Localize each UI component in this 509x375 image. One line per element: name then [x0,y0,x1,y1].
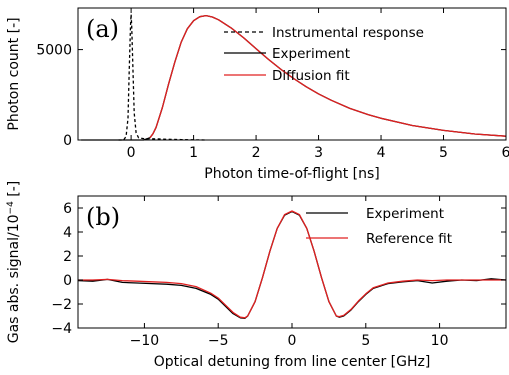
x-tick-label-a: 0 [127,145,136,161]
series-line-diffusion-fit-a [149,14,507,139]
x-tick-label-b: 5 [361,333,370,349]
x-tick-label-a: 3 [314,145,323,161]
y-tick-label-b: 4 [63,225,72,241]
series-line-experiment-b [77,210,507,320]
x-tick-label-a: 4 [377,145,386,161]
panel-a-tag: (a) [86,15,119,43]
x-tick-label-b: 0 [288,333,297,349]
panel-b-legend: Experiment Reference fit [306,206,452,247]
panel-a: 0 1 2 3 4 5 6 0 5000 (a) Photon time-of-flight [… [6,7,509,182]
panel-b-ticks: −10 −5 0 5 10 −4 −2 0 2 4 6 [51,196,506,349]
panel-b-tag: (b) [86,203,120,231]
panel-b-x-axis-label: Optical detuning from line center [GHz] [154,354,431,370]
panel-b: −10 −5 0 5 10 −4 −2 0 2 4 6 (b) Optical detuning f… [6,181,507,370]
x-tick-label-a: 1 [189,145,198,161]
series-line-reference-fit-b [78,210,506,319]
legend-label-instrumental-response: Instrumental response [272,25,424,41]
y-tick-label-b: 0 [63,273,72,289]
panel-a-frame [77,7,507,141]
legend-label-diffusion-fit: Diffusion fit [272,68,350,84]
y-tick-label-b: −4 [51,321,72,337]
x-tick-label-b: −5 [208,333,229,349]
y-tick-label-b: 2 [63,249,72,265]
panel-b-y-axis-label-suffix: [-] [6,181,22,201]
series-line-instrumental-response-a [118,13,207,141]
panel-b-plot [77,210,507,320]
legend-label-experiment-b: Experiment [366,206,444,222]
x-tick-label-b: −10 [130,333,160,349]
panel-a-legend: Instrumental response Experiment Diffusi… [224,25,424,84]
panel-b-y-axis-label: Gas abs. signal/10−4 [-] [6,181,22,344]
panel-a-ticks: 0 1 2 3 4 5 6 0 5000 [36,8,509,161]
x-tick-label-a: 6 [502,145,509,161]
panel-a-y-axis-label: Photon count [-] [6,17,22,130]
panel-a-x-axis-label: Photon time-of-flight [ns] [204,166,379,182]
x-tick-label-b: 10 [431,333,449,349]
y-tick-label-a: 5000 [36,43,72,59]
panel-a-plot [81,13,507,141]
legend-label-reference-fit: Reference fit [366,231,452,247]
panel-b-y-axis-label-exponent: −4 [6,201,16,215]
y-tick-label-a: 0 [63,133,72,149]
y-tick-label-b: −2 [51,297,72,313]
x-tick-label-a: 5 [439,145,448,161]
x-tick-label-a: 2 [252,145,261,161]
y-tick-label-b: 6 [63,201,72,217]
legend-label-experiment-a: Experiment [272,46,350,62]
panel-b-y-axis-label-prefix: Gas abs. signal/10 [6,214,22,343]
